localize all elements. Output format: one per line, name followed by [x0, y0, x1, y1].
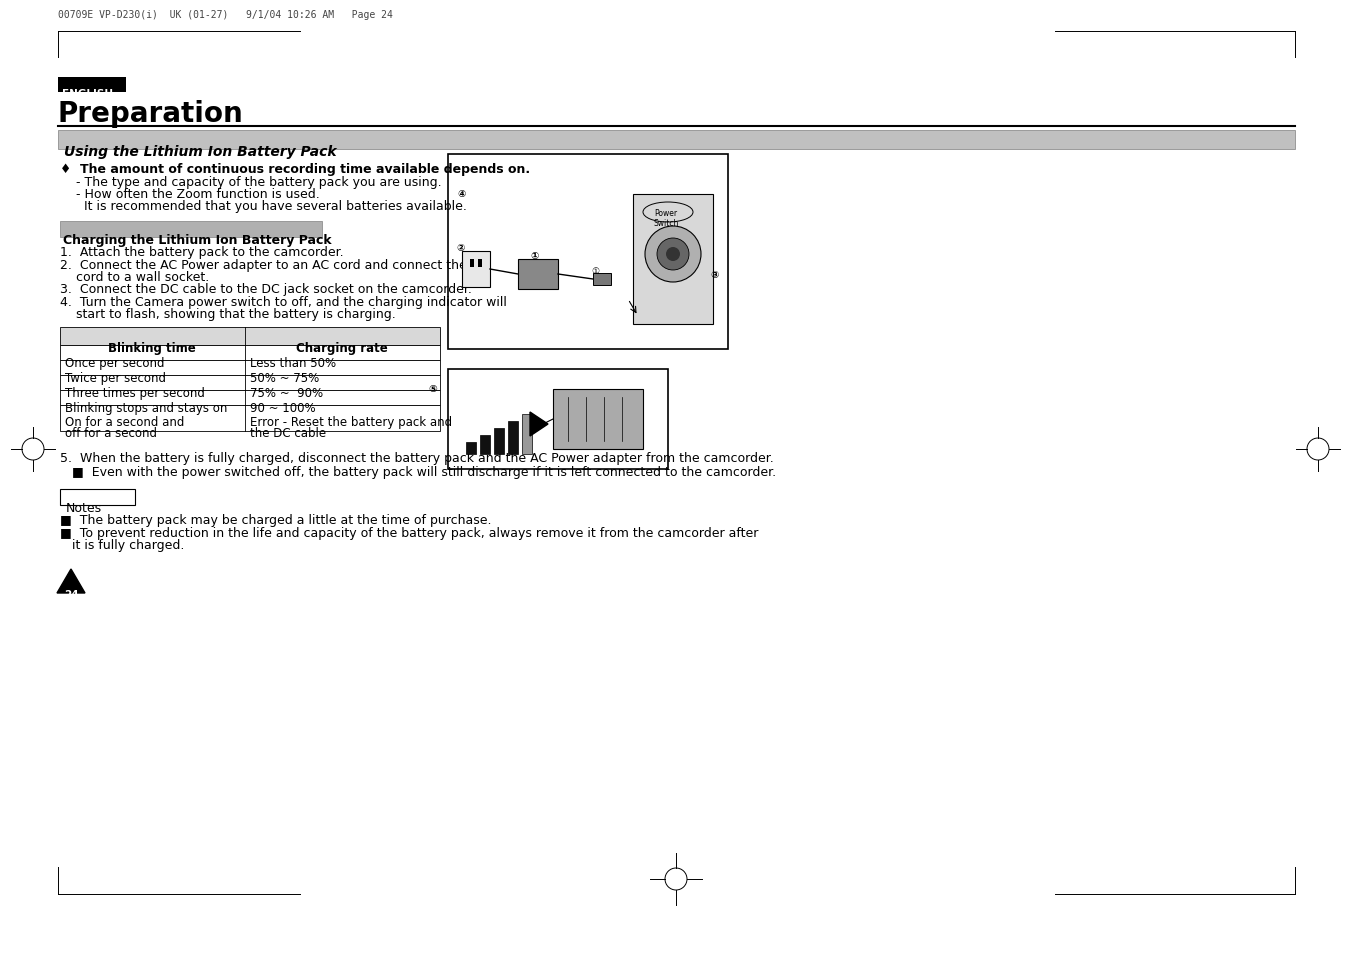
Text: off for a second: off for a second — [65, 427, 157, 439]
Text: the DC cable: the DC cable — [250, 427, 326, 439]
Bar — [521, 415, 532, 455]
Text: Charging rate: Charging rate — [296, 341, 388, 355]
Bar — [462, 252, 490, 288]
Text: Less than 50%: Less than 50% — [250, 356, 336, 370]
Bar — [59, 490, 135, 505]
Text: Charging the Lithium Ion Battery Pack: Charging the Lithium Ion Battery Pack — [63, 233, 331, 247]
Text: Error - Reset the battery pack and: Error - Reset the battery pack and — [250, 416, 453, 429]
Bar — [494, 429, 504, 455]
Circle shape — [644, 227, 701, 283]
Circle shape — [666, 248, 680, 262]
Circle shape — [657, 239, 689, 271]
Text: 24: 24 — [63, 589, 78, 599]
Text: ■  Even with the power switched off, the battery pack will still discharge if it: ■ Even with the power switched off, the … — [72, 465, 775, 478]
Text: It is recommended that you have several batteries available.: It is recommended that you have several … — [76, 200, 467, 213]
Text: Twice per second: Twice per second — [65, 372, 166, 385]
Text: 90 ~ 100%: 90 ~ 100% — [250, 401, 316, 415]
Text: Blinking stops and stays on: Blinking stops and stays on — [65, 401, 227, 415]
Text: 4.  Turn the Camera power switch to off, and the charging indicator will: 4. Turn the Camera power switch to off, … — [59, 295, 507, 309]
Text: Once per second: Once per second — [65, 356, 165, 370]
Text: 1.  Attach the battery pack to the camcorder.: 1. Attach the battery pack to the camcor… — [59, 246, 343, 258]
Text: ■  To prevent reduction in the life and capacity of the battery pack, always rem: ■ To prevent reduction in the life and c… — [59, 526, 758, 539]
Bar — [593, 274, 611, 286]
Text: 75% ~  90%: 75% ~ 90% — [250, 387, 323, 399]
Bar — [553, 390, 643, 450]
Text: Preparation: Preparation — [58, 100, 243, 128]
Text: ①: ① — [590, 267, 598, 275]
Text: ③: ③ — [711, 270, 719, 280]
Polygon shape — [57, 569, 85, 594]
Text: Notes: Notes — [66, 501, 103, 515]
Text: ④: ④ — [457, 189, 465, 199]
Bar — [59, 328, 440, 346]
Text: Blinking time: Blinking time — [108, 341, 196, 355]
Bar — [449, 154, 728, 350]
Bar — [59, 406, 440, 432]
Bar — [634, 194, 713, 325]
Bar — [59, 346, 440, 360]
Bar — [59, 222, 322, 237]
Text: cord to a wall socket.: cord to a wall socket. — [59, 271, 209, 284]
Text: Using the Lithium Ion Battery Pack: Using the Lithium Ion Battery Pack — [63, 145, 336, 159]
Text: ②: ② — [457, 243, 465, 253]
Bar — [59, 360, 440, 375]
Text: On for a second and: On for a second and — [65, 416, 184, 429]
Text: 00709E VP-D230(i)  UK (01-27)   9/1/04 10:26 AM   Page 24: 00709E VP-D230(i) UK (01-27) 9/1/04 10:2… — [58, 10, 393, 20]
Bar — [480, 436, 490, 455]
Bar — [58, 78, 126, 92]
Text: ENGLISH: ENGLISH — [62, 89, 113, 99]
Bar — [59, 391, 440, 406]
Polygon shape — [530, 413, 549, 436]
Text: 50% ~ 75%: 50% ~ 75% — [250, 372, 319, 385]
Bar — [466, 442, 476, 455]
Bar — [478, 260, 482, 268]
Text: 5.  When the battery is fully charged, disconnect the battery pack and the AC Po: 5. When the battery is fully charged, di… — [59, 452, 774, 464]
Text: start to flash, showing that the battery is charging.: start to flash, showing that the battery… — [59, 308, 396, 320]
Text: Power
Switch: Power Switch — [654, 209, 678, 228]
Text: 2.  Connect the AC Power adapter to an AC cord and connect the AC: 2. Connect the AC Power adapter to an AC… — [59, 258, 488, 272]
Text: ①: ① — [530, 251, 538, 261]
Text: ♦  The amount of continuous recording time available depends on.: ♦ The amount of continuous recording tim… — [59, 163, 530, 175]
Text: ⑤: ⑤ — [428, 384, 436, 394]
Text: it is fully charged.: it is fully charged. — [59, 538, 184, 552]
Text: Three times per second: Three times per second — [65, 387, 205, 399]
Bar — [508, 421, 517, 455]
Bar — [59, 375, 440, 391]
Text: - How often the Zoom function is used.: - How often the Zoom function is used. — [76, 188, 320, 201]
Bar — [58, 131, 1296, 150]
Bar — [449, 370, 667, 470]
Text: - The type and capacity of the battery pack you are using.: - The type and capacity of the battery p… — [76, 175, 442, 189]
Bar — [517, 260, 558, 290]
Text: 3.  Connect the DC cable to the DC jack socket on the camcorder.: 3. Connect the DC cable to the DC jack s… — [59, 283, 471, 295]
Text: ■  The battery pack may be charged a little at the time of purchase.: ■ The battery pack may be charged a litt… — [59, 514, 492, 526]
Bar — [470, 260, 474, 268]
